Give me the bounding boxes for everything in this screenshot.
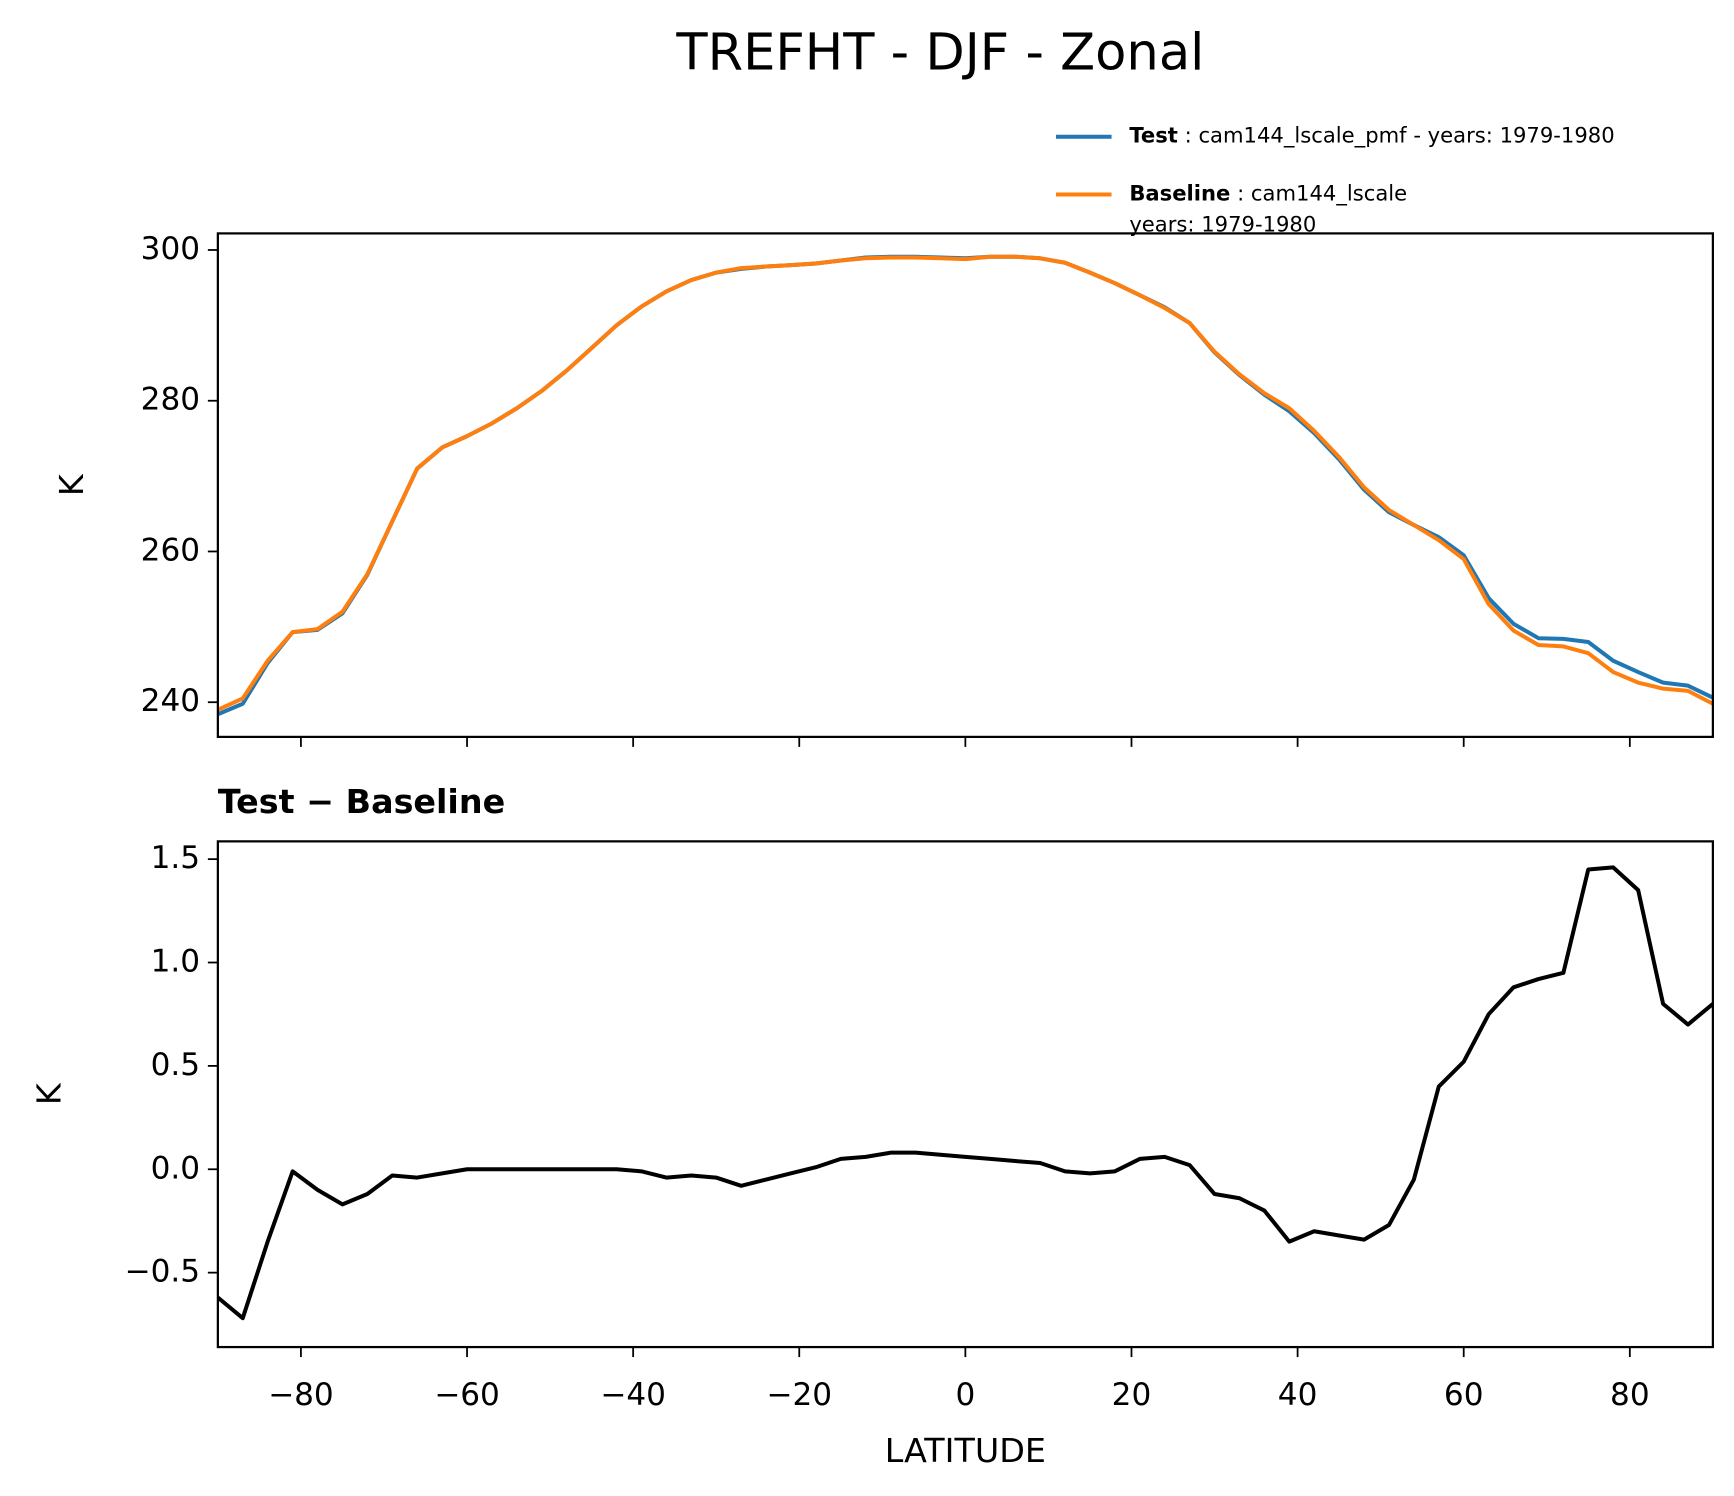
legend-name: Baseline (1129, 181, 1230, 206)
legend-sep: : (1230, 181, 1251, 206)
legend-label: Test : cam144_lscale_pmf - years: 1979-1… (1129, 123, 1614, 149)
axes-frame (216, 840, 1714, 1349)
x-tick-label: 20 (1112, 1377, 1152, 1413)
figure-title: TREFHT - DJF - Zonal (675, 24, 1204, 83)
x-tick-label: −20 (766, 1377, 832, 1413)
plot-area (217, 865, 1713, 1321)
x-tick-label: 0 (955, 1377, 975, 1413)
x-tick-label: 40 (1278, 1377, 1318, 1413)
legend-sep: : (1178, 123, 1199, 148)
x-tick-label: −60 (434, 1377, 500, 1413)
y-tick-label: 0.0 (151, 1150, 200, 1186)
y-tick-label: 0.5 (151, 1047, 200, 1083)
y-tick-label: −0.5 (125, 1254, 201, 1290)
x-tick-label: 80 (1610, 1377, 1650, 1413)
y-axis-label: K (30, 1082, 69, 1105)
plot-area (217, 254, 1713, 717)
y-tick-label: 1.5 (151, 840, 200, 876)
data-line (217, 254, 1713, 717)
y-tick-label: 260 (141, 532, 200, 568)
x-axis-label: LATITUDE (885, 1431, 1046, 1470)
legend-description: cam144_lscale_pmf - years: 1979-1980 (1198, 123, 1614, 149)
subplot-title: Test − Baseline (218, 782, 505, 821)
legend-label: Baseline : cam144_lscale years: 1979-1980 (1129, 181, 1407, 237)
y-tick-label: 300 (141, 231, 200, 267)
y-tick-label: 1.0 (151, 944, 200, 980)
y-tick-label: 280 (141, 382, 200, 418)
data-line (217, 865, 1713, 1321)
y-tick-label: 240 (141, 683, 200, 719)
legend-name: Test (1129, 123, 1178, 148)
data-line (217, 254, 1713, 712)
axes-frame (216, 232, 1714, 738)
y-axis-label: K (52, 473, 91, 496)
legend-description: years: 1979-1980 (1129, 212, 1316, 237)
x-tick-label: −40 (600, 1377, 666, 1413)
x-tick-label: 60 (1444, 1377, 1484, 1413)
x-tick-label: −80 (268, 1377, 334, 1413)
legend-description: cam144_lscale (1251, 181, 1407, 207)
